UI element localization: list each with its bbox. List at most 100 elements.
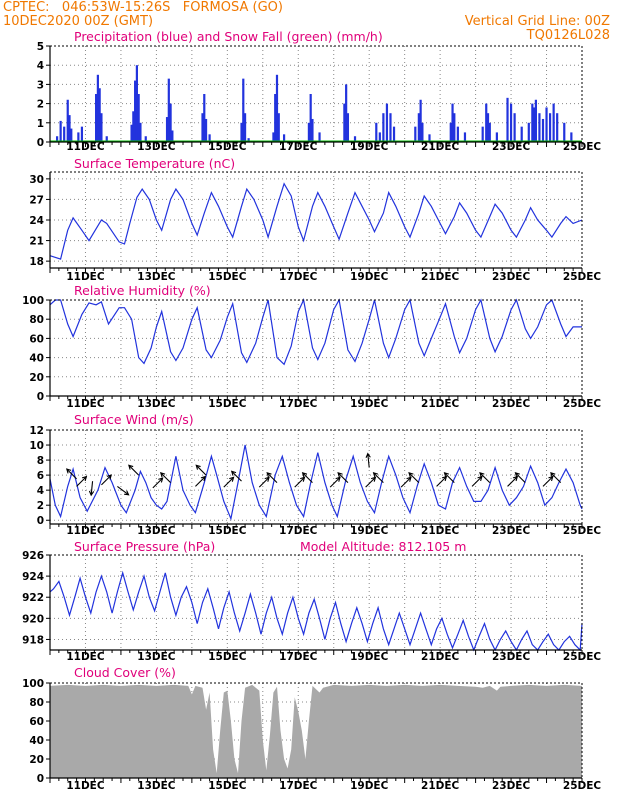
- precip-bar: [495, 132, 498, 142]
- x-tick-label: 17DEC: [279, 525, 318, 537]
- x-tick-label: 15DEC: [208, 398, 247, 410]
- y-tick-label: 0: [37, 515, 44, 527]
- y-tick-label: 5: [37, 41, 44, 53]
- precip-bar: [242, 78, 245, 142]
- wind-arrow: [373, 472, 384, 484]
- y-tick-label: 922: [22, 592, 44, 604]
- x-tick-label: 19DEC: [350, 651, 389, 663]
- wind-arrow: [101, 474, 112, 486]
- y-tick-label: 100: [22, 678, 44, 690]
- precip-bar: [488, 122, 491, 142]
- precip-bar: [534, 99, 537, 142]
- pressure-line: [49, 570, 583, 652]
- x-tick-label: 17DEC: [279, 651, 318, 663]
- humidity-line: [49, 298, 582, 366]
- x-tick-label: 13DEC: [137, 141, 176, 153]
- wind-arrow: [117, 485, 129, 496]
- precip-bar: [481, 126, 484, 142]
- precip-bar: [428, 134, 431, 142]
- wind-arrow: [128, 464, 140, 476]
- precip-bar: [59, 120, 62, 142]
- rh-title: Relative Humidity (%): [74, 283, 211, 298]
- precip-bar: [378, 132, 381, 142]
- precip-bar: [541, 118, 545, 142]
- wind-arrow: [302, 472, 313, 484]
- x-tick-label: 21DEC: [421, 141, 460, 153]
- x-tick-label: 25DEC: [563, 651, 602, 663]
- y-tick-label: 0: [37, 773, 44, 785]
- wind-arrow-head: [477, 475, 483, 482]
- precip-bar: [485, 103, 488, 142]
- precip-bar: [243, 113, 247, 142]
- wind-arrow: [294, 476, 305, 488]
- wind-arrow: [66, 468, 77, 480]
- x-tick-label: 23DEC: [492, 525, 531, 537]
- precip-bar: [375, 122, 378, 142]
- wind-arrow: [367, 453, 370, 468]
- x-tick-label: 15DEC: [208, 651, 247, 663]
- precip-bar: [414, 126, 417, 142]
- y-tick-label: 2: [37, 500, 44, 512]
- precip-bar: [203, 94, 206, 142]
- y-tick-label: 4: [37, 60, 44, 72]
- precip-bar: [456, 126, 459, 142]
- precip-bar: [204, 118, 208, 142]
- wind-arrow-head: [158, 477, 164, 483]
- x-tick-label: 19DEC: [350, 398, 389, 410]
- wind-arrow: [337, 472, 349, 484]
- wind-arrow-head: [229, 476, 235, 482]
- precip-bar: [66, 99, 69, 142]
- precip-bar: [144, 136, 147, 142]
- x-tick-label: 19DEC: [350, 271, 389, 283]
- precip-bar: [552, 103, 555, 142]
- precip-bar: [311, 118, 314, 142]
- wind-arrow: [550, 472, 562, 484]
- precip-bar: [570, 132, 573, 142]
- precip-bar: [134, 80, 137, 142]
- wind-arrow-head: [337, 472, 343, 478]
- wind-arrow-head: [370, 476, 377, 482]
- y-tick-label: 10: [29, 440, 44, 452]
- precip-bar: [346, 113, 350, 142]
- precip-bar: [486, 113, 490, 142]
- precip-bar: [556, 113, 559, 142]
- wind-arrow-head: [266, 472, 272, 478]
- precip-bar: [77, 132, 80, 142]
- x-tick-label: 13DEC: [137, 271, 176, 283]
- wind-arrow: [76, 476, 87, 487]
- precip-bar: [531, 103, 534, 142]
- precip-bar: [419, 99, 422, 142]
- cloud-cover-area: [50, 684, 582, 778]
- precip-bar: [167, 78, 170, 142]
- wind-arrow-head: [512, 475, 519, 482]
- wind-arrow: [195, 476, 206, 487]
- precip-bar: [55, 136, 59, 142]
- wind-arrow: [444, 472, 455, 484]
- wind-arrow: [258, 476, 270, 488]
- x-tick-label: 11DEC: [66, 141, 105, 153]
- x-tick-label: 21DEC: [421, 271, 460, 283]
- wind-arrow-head: [65, 468, 72, 474]
- precip-bar: [545, 107, 548, 142]
- wind-arrow-head: [301, 472, 308, 478]
- x-tick-label: 15DEC: [208, 141, 247, 153]
- precip-bar: [453, 113, 456, 142]
- precip-bar: [240, 122, 243, 142]
- precip-title: Precipitation (blue) and Snow Fall (gree…: [74, 29, 383, 44]
- station-header: CPTEC: 046:53W-15:26S FORMOSA (GO): [3, 0, 283, 15]
- x-tick-label: 21DEC: [421, 398, 460, 410]
- wind-arrow-head: [365, 452, 371, 458]
- wind-arrow-head: [406, 476, 412, 482]
- y-tick-label: 20: [29, 372, 44, 384]
- precip-bar: [353, 136, 357, 142]
- wind-arrow-head: [550, 472, 556, 478]
- precip-bar: [563, 122, 566, 142]
- wind-arrow: [515, 472, 526, 484]
- precip-bar: [139, 122, 142, 142]
- wind-arrow: [152, 477, 164, 489]
- precip-bar: [95, 94, 98, 142]
- precip-bar: [98, 88, 101, 142]
- wind-arrow-head: [106, 474, 113, 480]
- wind-arrow-head: [230, 470, 237, 476]
